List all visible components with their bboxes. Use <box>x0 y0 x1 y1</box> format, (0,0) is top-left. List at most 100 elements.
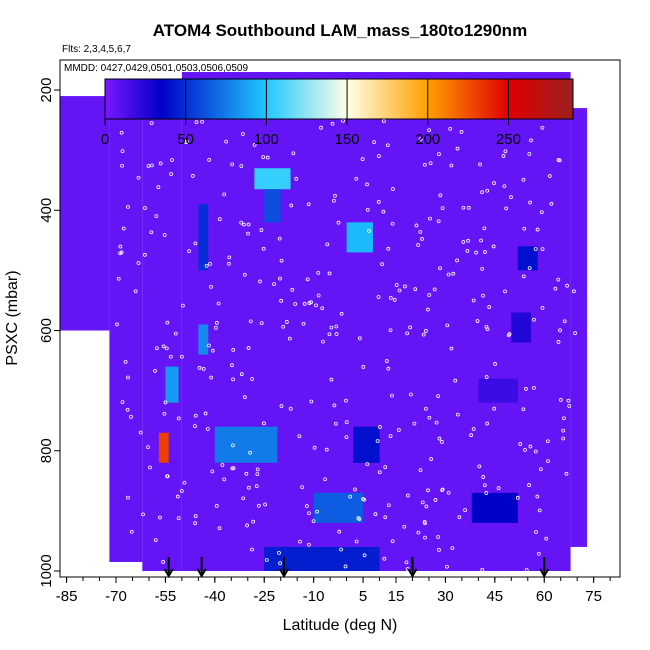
sample-marker <box>194 120 199 125</box>
sample-marker <box>316 293 321 298</box>
colorbar-tick-label: 200 <box>415 131 440 148</box>
sample-marker <box>402 284 407 289</box>
sample-marker <box>306 202 311 207</box>
sample-marker <box>168 354 173 359</box>
sample-marker <box>246 231 250 236</box>
sample-marker <box>386 366 391 371</box>
sample-marker <box>294 176 299 181</box>
sample-marker <box>246 222 251 227</box>
sample-marker <box>362 553 367 558</box>
sample-marker <box>169 172 173 176</box>
sample-marker <box>161 344 166 349</box>
sample-marker <box>360 157 365 161</box>
sample-marker <box>165 320 170 325</box>
sample-marker <box>354 539 359 544</box>
sample-marker <box>549 201 554 206</box>
sample-marker <box>121 226 126 231</box>
sample-marker <box>163 400 168 405</box>
sample-marker <box>158 161 163 166</box>
sample-marker <box>388 328 393 333</box>
sample-marker <box>258 279 262 284</box>
sample-marker <box>357 517 362 522</box>
sample-marker <box>446 490 451 495</box>
sample-marker <box>254 484 259 488</box>
sample-marker <box>116 276 121 281</box>
sample-marker <box>527 266 532 271</box>
sample-marker <box>402 524 407 529</box>
sample-marker <box>329 325 334 330</box>
sample-marker <box>302 301 307 306</box>
colorbar-tick-label: 50 <box>177 131 194 148</box>
sample-marker <box>190 174 195 178</box>
sample-marker <box>461 240 466 244</box>
sample-marker <box>523 447 527 452</box>
sample-marker <box>325 242 330 247</box>
sample-marker <box>293 302 298 306</box>
sample-marker <box>433 498 438 502</box>
flight-arrow-head <box>407 568 418 579</box>
sample-marker <box>200 119 205 124</box>
colorbar-tick-label: 150 <box>335 131 360 148</box>
sample-marker <box>449 163 454 168</box>
sample-marker <box>477 464 482 469</box>
sample-marker <box>330 121 335 126</box>
heatmap-area <box>60 72 588 571</box>
sample-marker <box>386 503 391 508</box>
x-tick-label: -25 <box>253 588 275 605</box>
sample-marker <box>323 477 327 482</box>
sample-marker <box>242 272 247 277</box>
sample-marker <box>241 222 246 227</box>
sample-marker <box>446 272 451 277</box>
heatmap-cell <box>214 426 278 463</box>
sample-marker <box>217 217 222 221</box>
sample-marker <box>535 227 540 232</box>
sample-marker <box>426 307 430 312</box>
sample-marker <box>344 420 349 425</box>
sample-marker <box>391 187 395 191</box>
sample-marker <box>259 321 264 326</box>
sample-marker <box>423 535 427 540</box>
flights-subtitle: Flts: 2,3,4,5,6,7 <box>62 44 131 55</box>
sample-marker <box>459 130 464 134</box>
sample-marker <box>187 249 191 254</box>
heatmap-cell <box>471 492 518 523</box>
sample-marker <box>265 155 270 160</box>
sample-marker <box>133 289 138 294</box>
sample-marker <box>436 535 441 539</box>
sample-marker <box>230 162 235 167</box>
sample-marker <box>339 547 343 552</box>
sample-marker <box>264 558 269 562</box>
sample-marker <box>528 444 533 449</box>
sample-marker <box>455 258 459 263</box>
sample-marker <box>357 336 362 341</box>
sample-marker <box>319 125 323 130</box>
sample-marker <box>119 130 124 135</box>
sample-marker <box>123 359 128 364</box>
sample-marker <box>421 332 426 337</box>
sample-marker <box>429 457 433 461</box>
sample-marker <box>214 325 218 330</box>
sample-marker <box>502 184 507 189</box>
flight-arrows <box>163 557 550 579</box>
colorbar-tick-label: 250 <box>496 131 521 148</box>
sample-marker <box>424 504 429 509</box>
sample-marker <box>244 471 249 476</box>
sample-marker <box>277 551 281 555</box>
sample-marker <box>179 489 184 493</box>
sample-marker <box>248 319 253 324</box>
sample-marker <box>376 200 381 204</box>
sample-marker <box>209 284 213 289</box>
sample-marker <box>344 435 349 439</box>
sample-marker <box>197 366 202 370</box>
sample-marker <box>448 126 453 131</box>
sample-marker <box>378 425 382 429</box>
sample-marker <box>176 416 181 421</box>
sample-marker <box>424 329 428 333</box>
sample-marker <box>561 436 566 441</box>
sample-marker <box>252 143 257 147</box>
sample-marker <box>383 515 388 520</box>
heatmap-cell <box>264 546 380 571</box>
heatmap-cell <box>264 189 281 223</box>
sample-marker <box>224 139 229 144</box>
sample-marker <box>279 258 284 263</box>
